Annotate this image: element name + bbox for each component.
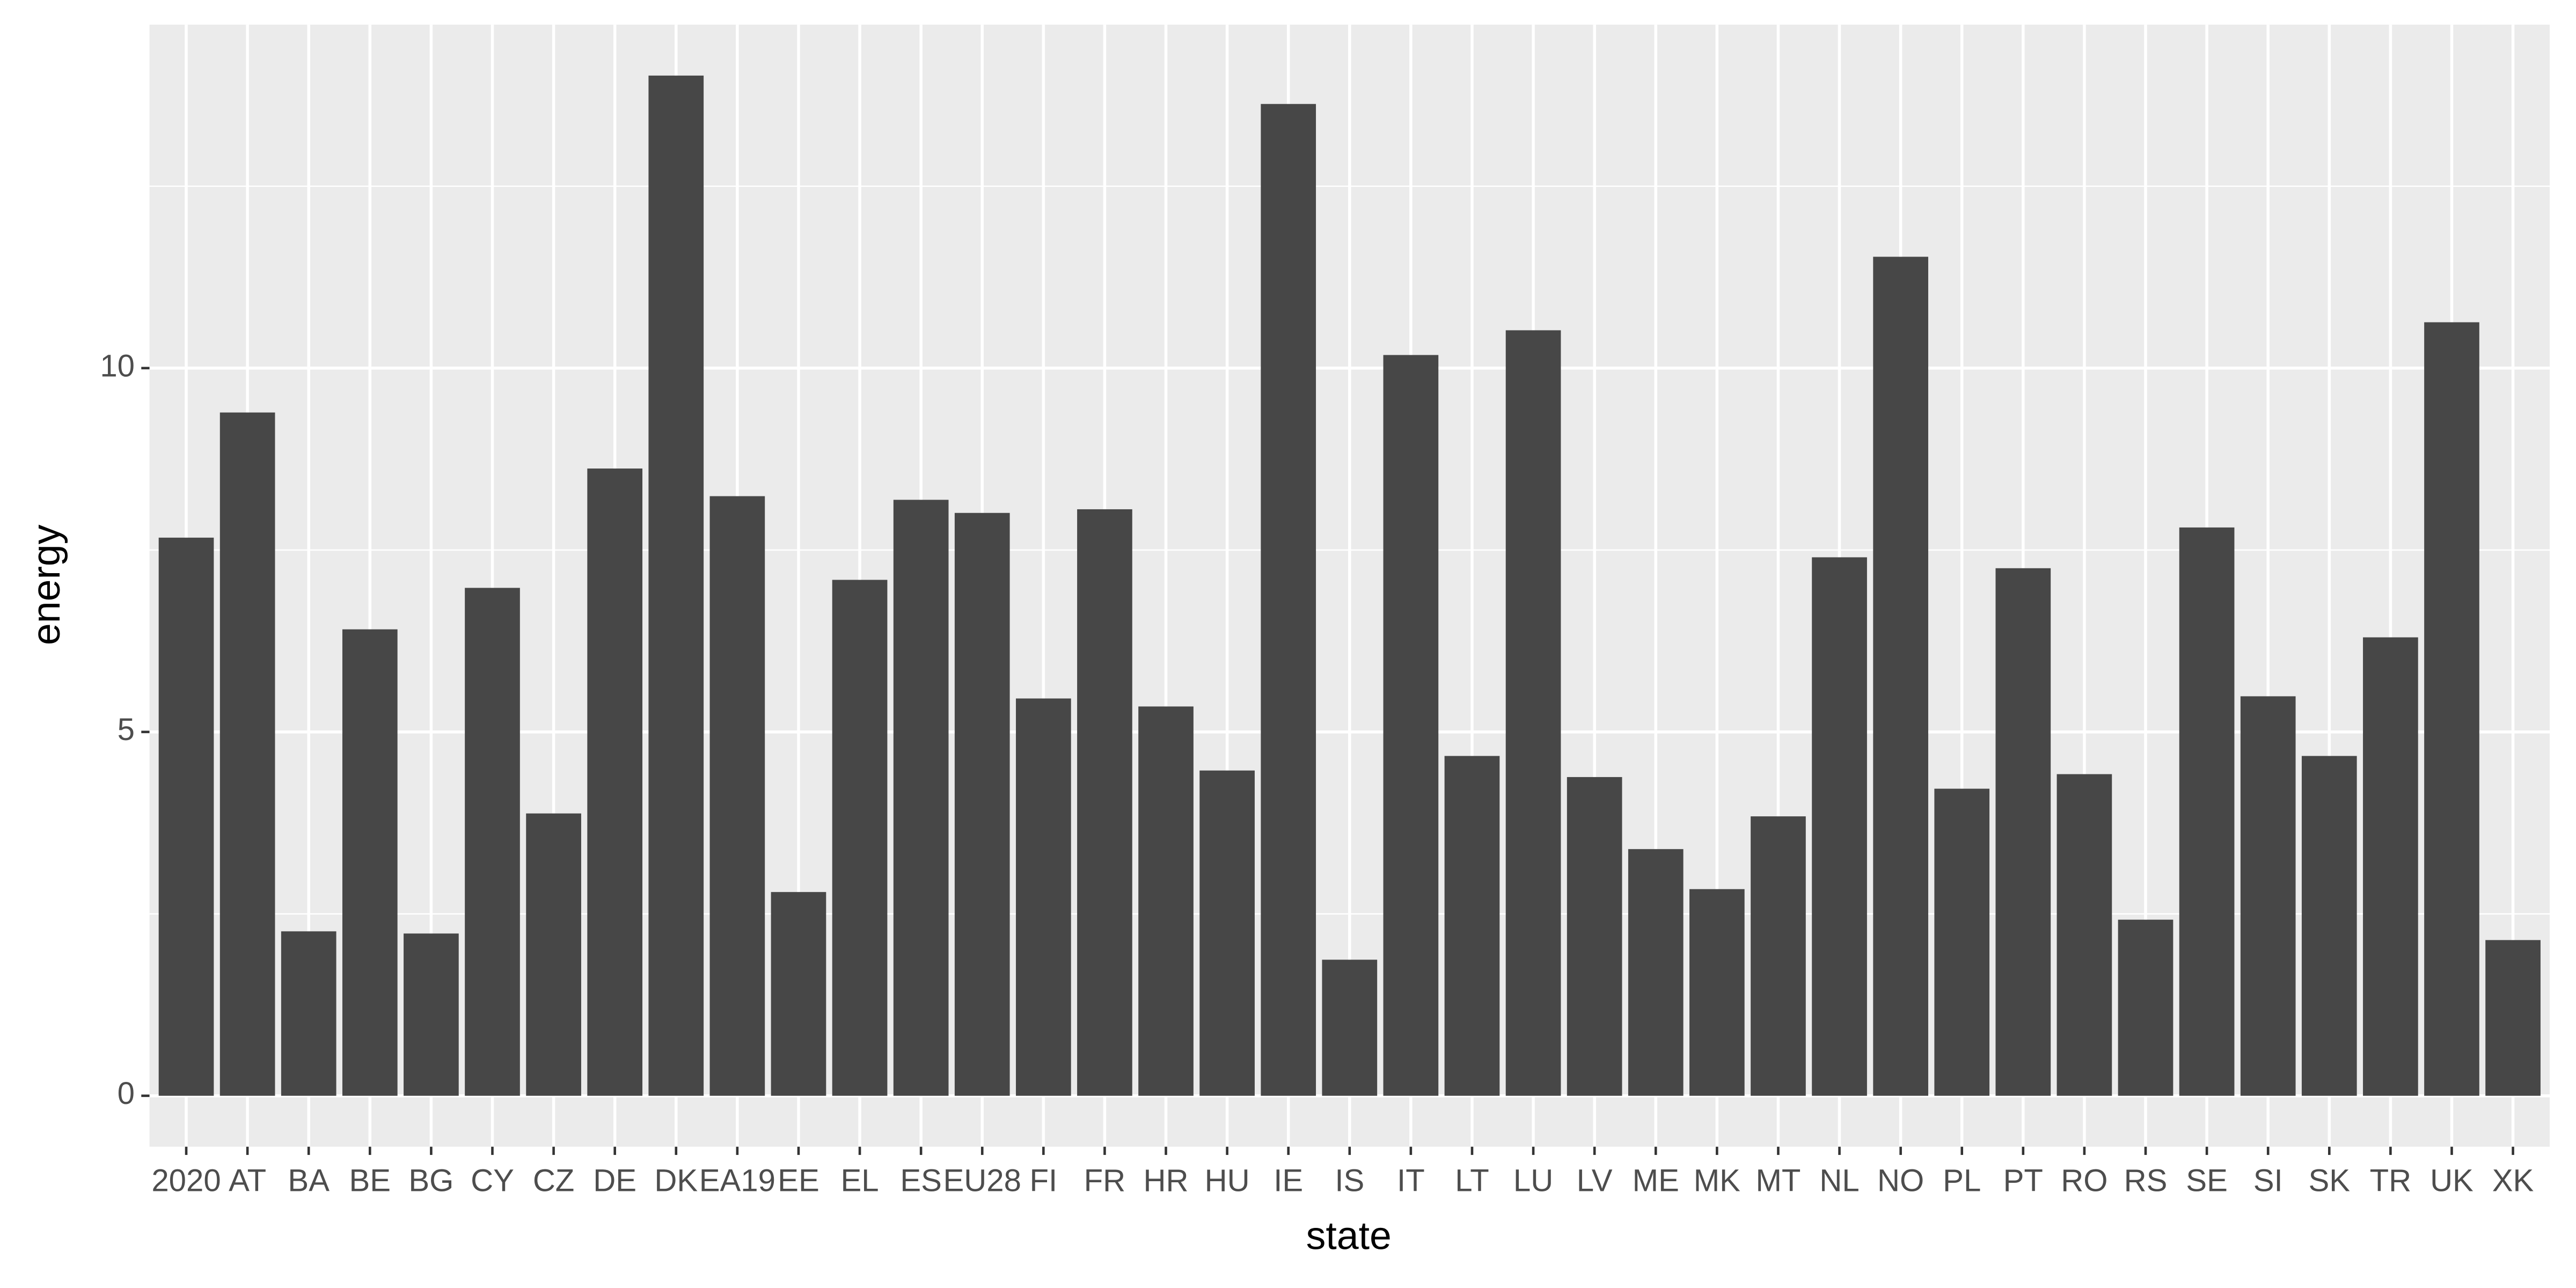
bar [1077,509,1132,1096]
bar [1261,104,1316,1096]
y-tick-label: 0 [118,1076,135,1111]
bar [465,588,520,1096]
x-tick-label: IT [1397,1163,1425,1198]
bar [281,931,336,1096]
bar [832,580,888,1096]
bar [1015,698,1071,1096]
x-axis-title: state [1306,1213,1392,1258]
bar [771,892,826,1096]
x-tick-label: PL [1943,1163,1981,1198]
x-tick-label: EE [778,1163,819,1198]
x-tick-label: HU [1205,1163,1250,1198]
x-tick-label: EU28 [943,1163,1021,1198]
x-tick-label: FI [1029,1163,1057,1198]
x-tick-label: BA [288,1163,330,1198]
bar [1751,816,1806,1096]
bar [2301,756,2357,1096]
bar [1934,788,1990,1096]
bar [648,75,704,1096]
x-tick-label: IS [1335,1163,1364,1198]
x-tick-label: NO [1877,1163,1924,1198]
bar [1444,756,1500,1096]
x-tick-label: MK [1694,1163,1740,1198]
bar [1812,557,1867,1096]
bar [158,537,214,1096]
x-tick-label: RO [2061,1163,2107,1198]
bar [1689,889,1745,1096]
bar [342,629,398,1096]
bar [2485,940,2541,1096]
x-tick-label: TR [2370,1163,2412,1198]
bar [2240,696,2296,1096]
x-tick-label: RS [2124,1163,2168,1198]
y-tick-label: 5 [118,712,135,747]
x-tick-label: SK [2308,1163,2350,1198]
x-tick-label: MT [1755,1163,1801,1198]
bar [1873,257,1928,1096]
bar [1505,330,1561,1096]
x-tick-label: SE [2186,1163,2228,1198]
x-tick-label: HR [1144,1163,1189,1198]
x-tick-label: PT [2003,1163,2043,1198]
x-tick-label: DE [593,1163,636,1198]
x-tick-label: UK [2430,1163,2473,1198]
x-tick-label: BE [349,1163,391,1198]
bar [1199,770,1255,1096]
x-tick-label: FR [1084,1163,1126,1198]
x-tick-label: IE [1274,1163,1303,1198]
y-tick-label: 10 [100,348,135,383]
bar [893,500,949,1096]
bar [1567,777,1622,1096]
bar [1383,355,1439,1096]
bar [2424,322,2479,1096]
x-tick-label: 2020 [151,1163,221,1198]
bar [2179,527,2235,1096]
x-tick-label: LU [1513,1163,1553,1198]
bar [1138,706,1194,1096]
bar [1628,849,1684,1096]
bar [2057,774,2112,1096]
bar [526,813,581,1096]
bar [587,469,643,1096]
x-tick-label: DK [654,1163,698,1198]
x-tick-label: EA19 [699,1163,775,1198]
x-tick-label: SI [2253,1163,2283,1198]
x-tick-label: ES [900,1163,942,1198]
y-axis-title: energy [24,524,68,645]
x-tick-label: CY [471,1163,514,1198]
x-tick-label: AT [229,1163,266,1198]
x-tick-label: XK [2492,1163,2534,1198]
bar [1322,960,1378,1096]
x-tick-label: LV [1577,1163,1613,1198]
x-tick-label: EL [840,1163,879,1198]
x-tick-label: LT [1455,1163,1489,1198]
x-tick-label: ME [1633,1163,1679,1198]
bar [404,933,459,1096]
bar [2118,919,2174,1096]
x-tick-label: CZ [533,1163,575,1198]
bar [709,496,765,1096]
bar [219,412,275,1096]
bar [1995,568,2051,1096]
x-tick-label: NL [1819,1163,1859,1198]
x-tick-label: BG [408,1163,453,1198]
bar [954,513,1010,1096]
bar [2363,637,2418,1096]
